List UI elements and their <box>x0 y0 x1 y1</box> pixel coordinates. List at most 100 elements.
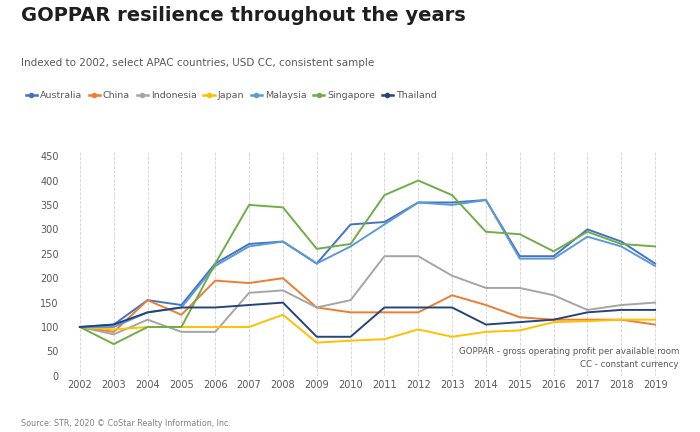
China <box>76 324 84 330</box>
Australia <box>245 241 253 247</box>
Malaysia <box>312 261 321 266</box>
China <box>380 310 389 315</box>
Thailand <box>109 322 118 327</box>
Australia <box>651 261 659 266</box>
Thailand <box>448 305 456 310</box>
Singapore <box>211 261 219 266</box>
Text: GOPPAR resilience throughout the years: GOPPAR resilience throughout the years <box>21 6 466 25</box>
Singapore <box>380 193 389 198</box>
Indonesia <box>380 254 389 259</box>
Malaysia <box>380 222 389 227</box>
Indonesia <box>211 329 219 334</box>
Text: Indexed to 2002, select APAC countries, USD CC, consistent sample: Indexed to 2002, select APAC countries, … <box>21 58 374 68</box>
Singapore <box>515 232 524 237</box>
Thailand <box>211 305 219 310</box>
Thailand <box>177 305 186 310</box>
Malaysia <box>279 239 287 244</box>
Indonesia <box>651 300 659 305</box>
Indonesia <box>617 302 625 308</box>
Singapore <box>312 246 321 251</box>
Malaysia <box>346 244 355 249</box>
Line: Malaysia: Malaysia <box>80 200 655 327</box>
Australia <box>109 322 118 327</box>
Indonesia <box>482 286 490 291</box>
China <box>651 322 659 327</box>
Thailand <box>380 305 389 310</box>
Thailand <box>414 305 422 310</box>
Japan <box>177 324 186 330</box>
Japan <box>211 324 219 330</box>
Australia <box>515 254 524 259</box>
Indonesia <box>279 288 287 293</box>
Malaysia <box>414 200 422 205</box>
Japan <box>515 328 524 333</box>
Malaysia <box>515 256 524 261</box>
Singapore <box>414 178 422 183</box>
Legend: Australia, China, Indonesia, Japan, Malaysia, Singapore, Thailand: Australia, China, Indonesia, Japan, Mala… <box>26 91 437 100</box>
Thailand <box>245 302 253 308</box>
Line: Singapore: Singapore <box>80 181 655 344</box>
Australia <box>177 302 186 308</box>
Line: Indonesia: Indonesia <box>80 256 655 334</box>
China <box>177 312 186 318</box>
Japan <box>482 329 490 334</box>
China <box>482 302 490 308</box>
Australia <box>414 200 422 205</box>
Singapore <box>482 229 490 235</box>
Thailand <box>279 300 287 305</box>
Australia <box>76 324 84 330</box>
Indonesia <box>414 254 422 259</box>
Singapore <box>109 342 118 347</box>
Singapore <box>245 202 253 207</box>
Japan <box>651 317 659 322</box>
Malaysia <box>144 310 152 315</box>
Japan <box>583 318 592 324</box>
Indonesia <box>76 324 84 330</box>
Japan <box>144 324 152 330</box>
Indonesia <box>550 292 558 298</box>
China <box>109 329 118 334</box>
Thailand <box>144 310 152 315</box>
Thailand <box>482 322 490 327</box>
China <box>346 310 355 315</box>
China <box>312 305 321 310</box>
Australia <box>617 239 625 244</box>
Indonesia <box>583 307 592 312</box>
Japan <box>76 324 84 330</box>
Malaysia <box>550 256 558 261</box>
China <box>617 317 625 322</box>
Text: GOPPAR - gross operating profit per available room: GOPPAR - gross operating profit per avai… <box>458 347 679 356</box>
Japan <box>617 317 625 322</box>
Singapore <box>177 324 186 330</box>
China <box>583 317 592 322</box>
Singapore <box>76 324 84 330</box>
Indonesia <box>448 273 456 278</box>
Indonesia <box>109 332 118 337</box>
China <box>515 314 524 320</box>
Japan <box>312 340 321 345</box>
Malaysia <box>617 244 625 249</box>
Australia <box>346 222 355 227</box>
Thailand <box>550 317 558 322</box>
China <box>414 310 422 315</box>
Japan <box>448 334 456 340</box>
China <box>144 298 152 303</box>
Thailand <box>651 307 659 312</box>
Australia <box>583 227 592 232</box>
Singapore <box>651 244 659 249</box>
Australia <box>550 254 558 259</box>
Australia <box>144 298 152 303</box>
Thailand <box>312 334 321 340</box>
Japan <box>414 327 422 332</box>
Indonesia <box>515 286 524 291</box>
Malaysia <box>482 197 490 203</box>
Malaysia <box>448 202 456 207</box>
Australia <box>312 261 321 266</box>
China <box>279 276 287 281</box>
Malaysia <box>583 234 592 239</box>
Singapore <box>583 229 592 235</box>
Malaysia <box>76 324 84 330</box>
Malaysia <box>245 244 253 249</box>
Singapore <box>550 249 558 254</box>
Indonesia <box>144 317 152 322</box>
